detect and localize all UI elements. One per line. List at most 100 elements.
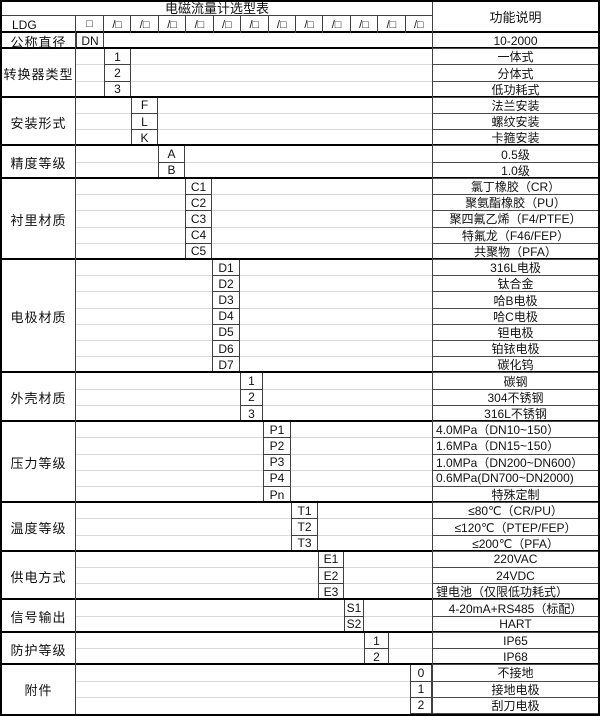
function-cell: 钽电极 [432,324,598,342]
function-cell: 共聚物（PFA） [432,243,598,260]
category-label: 温度等级 [2,503,76,552]
code-cell: C1 [185,178,212,196]
code-cell: D4 [212,308,240,325]
code-cell: DN [76,33,104,50]
grid-line [76,195,432,212]
function-cell: 锂电池（仅限低功耗式） [432,584,598,601]
code-cell: F [131,97,158,115]
function-cell: 0.5级 [432,146,598,163]
code-cell: E3 [318,584,344,601]
function-cell: 铂铱电极 [432,341,598,358]
code-cell: D5 [212,324,240,342]
code-cell: C5 [185,243,212,260]
category-label: 供电方式 [2,551,76,601]
grid-line [76,552,432,569]
code-cell: P2 [263,438,291,455]
category-divider [2,487,598,504]
category-label: 精度等级 [2,146,76,179]
function-cell: 4-20mA+RS485（标配） [432,600,598,617]
function-cell: 0.6MPa(DN700~DN2000) [432,470,598,487]
category-label: 外壳材质 [2,373,76,423]
code-cell: 2 [104,65,131,82]
function-cell: 低功耗式 [432,81,598,98]
code-cell: L [131,114,158,131]
category-label: 公称直径 [2,33,76,50]
table-title: 电磁流量计选型表 [2,2,432,16]
function-cell: 钛合金 [432,276,598,293]
model-code-slot: /□ [186,16,214,33]
code-cell: C2 [185,195,212,212]
function-cell: 10-2000 [432,33,598,50]
category-divider [2,33,598,50]
category-divider [2,584,598,601]
code-cell: S1 [344,600,364,617]
code-cell: Pn [263,486,291,504]
code-cell: 2 [410,697,432,714]
category-divider [2,244,598,260]
category-divider [2,357,598,374]
function-cell: 316L电极 [432,259,598,277]
code-cell: 2 [240,389,263,406]
code-cell: 1 [240,373,263,390]
grid-line [76,65,432,82]
grid-line [76,455,432,471]
grid-line [76,260,432,277]
code-cell: C3 [185,211,212,228]
code-cell: A [158,146,185,163]
model-code-slot: /□ [296,16,324,33]
grid-line [76,341,432,358]
function-cell: 聚四氟乙烯（F4/PTFE） [432,211,598,228]
grid-line [76,211,432,228]
category-label: 电极材质 [2,259,76,374]
model-code-slots: /□/□/□/□/□/□/□/□/□/□/□/□ [104,16,432,33]
code-cell: 0 [410,665,432,682]
grid-line [76,49,432,66]
category-label: 安装形式 [2,97,76,147]
grid-line [76,568,432,585]
function-cell: 4.0MPa（DN10~150） [432,422,598,439]
grid-line [76,309,432,325]
function-cell: 316L不锈钢 [432,405,598,423]
grid-line [76,98,432,115]
category-label: 转换器类型 [2,49,76,98]
code-cell: D6 [212,341,240,358]
category-label: 信号输出 [2,600,76,633]
grid-line [76,228,432,244]
function-cell: ≤200℃（PFA） [432,535,598,552]
category-divider [2,536,598,552]
function-cell: 304不锈钢 [432,389,598,406]
function-cell: 碳钢 [432,373,598,390]
grid-line [76,503,432,520]
code-cell: T3 [291,535,318,552]
function-cell: 法兰安装 [432,97,598,115]
model-code-slot: /□ [323,16,351,33]
model-code-slot: /□ [214,16,242,33]
function-cell: 分体式 [432,65,598,82]
category-label: 防护等级 [2,632,76,666]
model-code-label: LDG [2,16,76,33]
code-cell: 1 [410,681,432,698]
code-cell: T2 [291,519,318,536]
grid-line [76,438,432,455]
model-code-slot: /□ [241,16,269,33]
function-cell: 接地电极 [432,681,598,698]
grid-line [76,519,432,536]
model-code-slot: /□ [351,16,379,33]
code-cell: P1 [263,422,291,439]
function-cell: 24VDC [432,568,598,585]
code-cell: P4 [263,470,291,487]
code-cell: 1 [364,632,389,650]
function-cell: 哈C电极 [432,308,598,325]
model-code-slot: /□ [131,16,159,33]
code-cell: P3 [263,454,291,471]
model-code-slot: /□ [104,16,132,33]
code-cell: D3 [212,292,240,309]
function-cell: 聚氨酯橡胶（PU） [432,195,598,212]
function-cell: 特氟龙（F46/FEP） [432,227,598,244]
code-cell: 1 [104,49,131,66]
code-cell: C4 [185,227,212,244]
function-cell: ≤120℃（PTEP/FEP） [432,519,598,536]
function-cell: 1.6MPa（DN15~150） [432,438,598,455]
